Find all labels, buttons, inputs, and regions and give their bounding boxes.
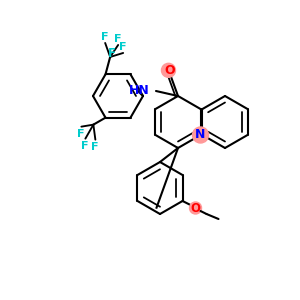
Text: F: F	[101, 32, 109, 42]
Text: F: F	[81, 141, 88, 151]
Text: HN: HN	[129, 85, 150, 98]
Circle shape	[161, 63, 176, 77]
Text: F: F	[114, 34, 122, 44]
Text: O: O	[164, 64, 175, 77]
Text: F: F	[91, 142, 98, 152]
Text: O: O	[190, 202, 200, 214]
Circle shape	[193, 127, 208, 143]
Text: F: F	[108, 47, 116, 61]
Text: N: N	[195, 128, 206, 142]
Text: F: F	[119, 42, 127, 52]
Circle shape	[190, 202, 202, 214]
Text: F: F	[76, 129, 84, 139]
